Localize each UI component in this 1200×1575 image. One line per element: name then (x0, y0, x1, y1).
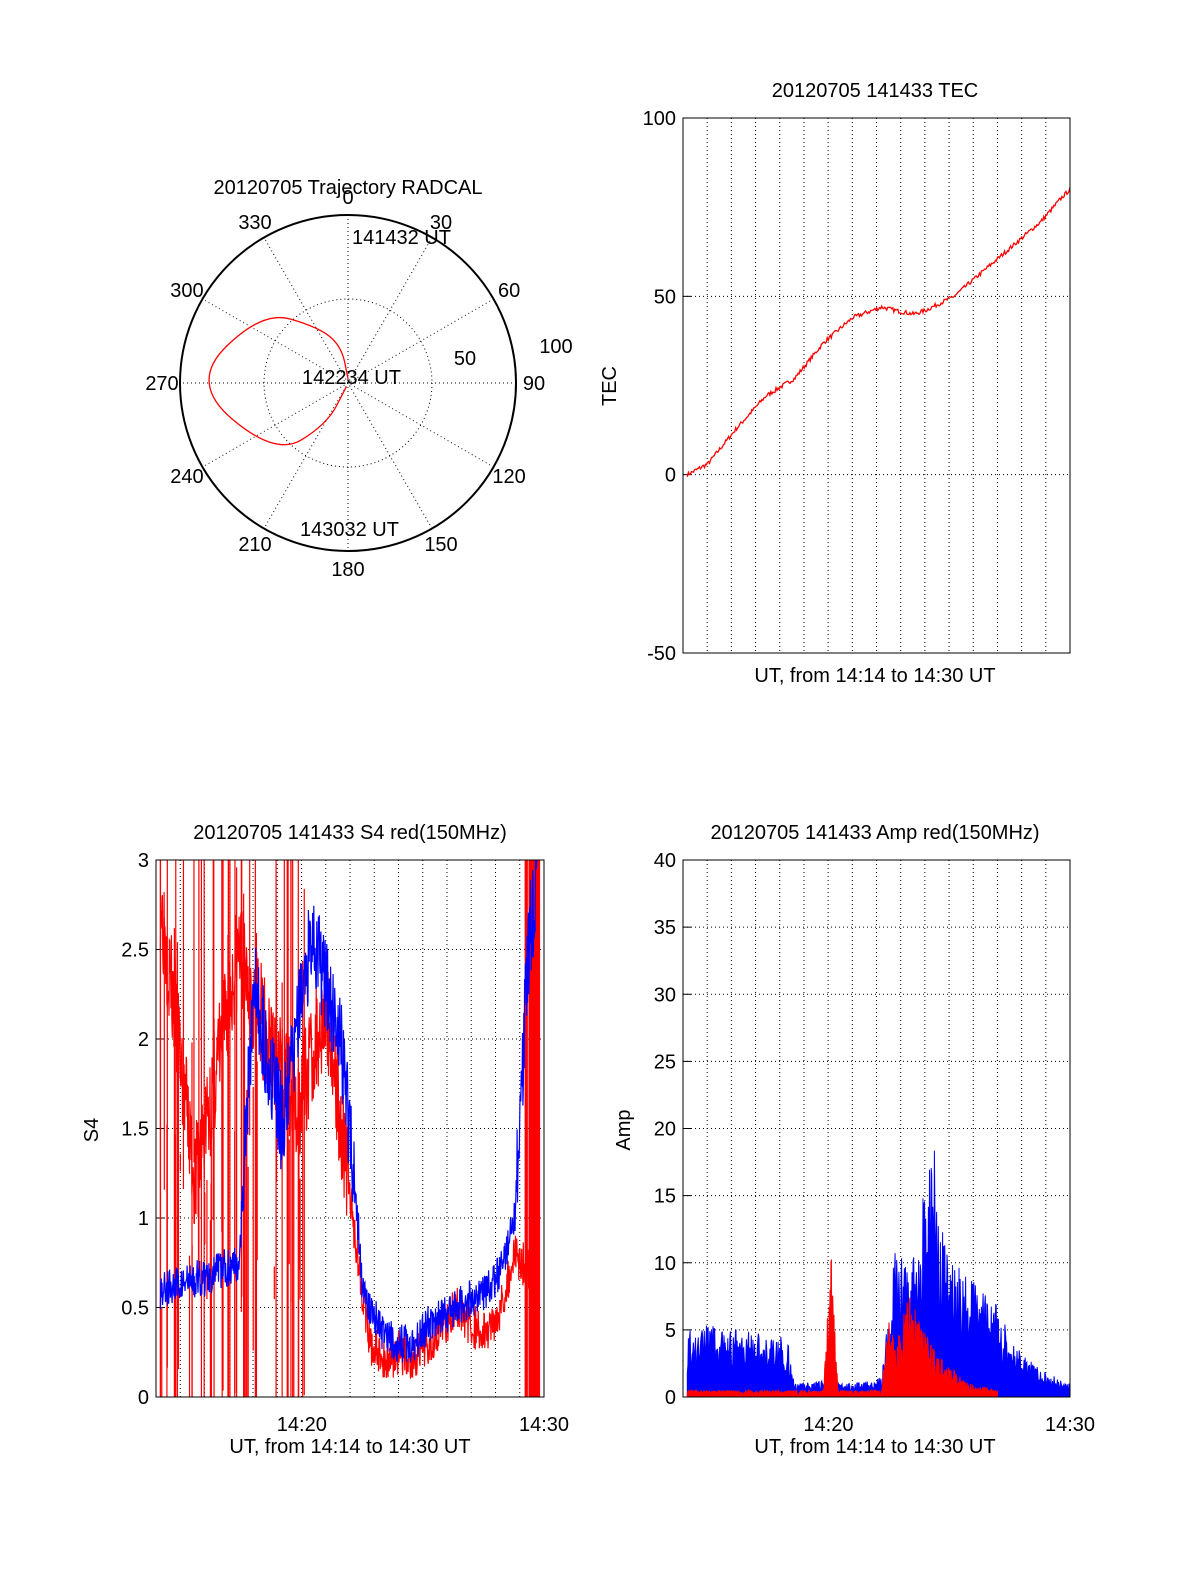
polar-angle-label-120: 120 (492, 466, 525, 488)
amp-red-series-fill (686, 1259, 998, 1398)
tec-x-axis-label: UT, from 14:14 to 14:30 UT (754, 665, 995, 687)
amp-title: 20120705 141433 Amp red(150MHz) (710, 822, 1039, 844)
s4-xtick-label: 14:20 (277, 1414, 327, 1436)
amp-ytick-label: 35 (654, 917, 676, 939)
s4-plot-frame (155, 859, 545, 1398)
s4-ytick-label: 1.5 (121, 1119, 149, 1141)
polar-angle-label-240: 240 (170, 466, 203, 488)
s4-red-series-line (159, 892, 531, 1380)
polar-annotation-start: 141432 UT (352, 227, 451, 249)
amp-ytick-label: 40 (654, 850, 676, 872)
s4-ytick-label: 2 (138, 1029, 149, 1051)
amp-plot-frame (682, 859, 1071, 1398)
tec-y-ticks: -50 0 50 100 (643, 108, 676, 665)
polar-angle-label-150: 150 (424, 534, 457, 556)
amp-ytick-label: 25 (654, 1051, 676, 1073)
polar-radius-label-100: 100 (539, 336, 572, 358)
amp-grid (683, 859, 1070, 1398)
amp-ytick-label: 30 (654, 984, 676, 1006)
amp-ytick-label: 5 (665, 1320, 676, 1342)
tec-ytick-label: -50 (647, 643, 676, 665)
amp-y-axis-label: Amp (613, 1109, 635, 1150)
amp-ytick-label: 0 (665, 1387, 676, 1409)
s4-x-ticks: 14:20 14:30 (277, 1414, 569, 1436)
tec-ytick-label: 50 (654, 286, 676, 308)
tec-title: 20120705 141433 TEC (772, 80, 978, 102)
tec-series-line (686, 187, 1071, 477)
tec-plot-frame (682, 117, 1071, 654)
s4-ytick-label: 0 (138, 1387, 149, 1409)
tec-y-axis-label: TEC (599, 366, 621, 406)
s4-ytick-label: 1 (138, 1208, 149, 1230)
amp-y-ticks: 0 5 10 15 20 25 30 35 40 (654, 850, 676, 1409)
polar-spoke-150 (263, 237, 433, 529)
polar-angle-labels: 0 30 60 90 120 150 180 210 240 270 300 330 (145, 187, 545, 581)
amp-blue-series-fill (686, 1150, 1071, 1398)
polar-angle-label-60: 60 (498, 280, 520, 302)
tec-ytick-label: 0 (665, 465, 676, 487)
polar-angle-label-300: 300 (170, 280, 203, 302)
amp-x-axis-label: UT, from 14:14 to 14:30 UT (754, 1436, 995, 1458)
s4-title: 20120705 141433 S4 red(150MHz) (193, 822, 507, 844)
s4-chart: 20120705 141433 S4 red(150MHz) 0 0.5 1 1.5 2… (81, 822, 569, 1458)
amp-ytick-label: 15 (654, 1186, 676, 1208)
amp-x-ticks: 14:20 14:30 (803, 1414, 1095, 1436)
polar-radius-label-50: 50 (454, 348, 476, 370)
polar-angle-label-90: 90 (523, 373, 545, 395)
s4-y-axis-label: S4 (81, 1118, 103, 1142)
polar-angle-label-210: 210 (238, 534, 271, 556)
polar-angle-label-30: 30 (430, 212, 452, 234)
tec-ytick-label: 100 (643, 108, 676, 130)
s4-ytick-label: 0.5 (121, 1298, 149, 1320)
amp-xtick-label: 14:20 (803, 1414, 853, 1436)
polar-spokes (180, 215, 516, 551)
s4-xtick-label: 14:30 (519, 1414, 569, 1436)
s4-ytick-label: 3 (138, 850, 149, 872)
s4-y-ticks: 0 0.5 1 1.5 2 2.5 3 (121, 850, 149, 1409)
polar-annotation-mid: 142234 UT (302, 367, 401, 389)
s4-ytick-label: 2.5 (121, 940, 149, 962)
amp-ytick-label: 10 (654, 1253, 676, 1275)
polar-angle-label-0: 0 (342, 187, 353, 209)
polar-trajectory-chart: 20120705 Trajectory RADCAL 0 30 60 90 120 150… (145, 177, 572, 581)
tec-grid (683, 117, 1070, 654)
s4-x-axis-label: UT, from 14:14 to 14:30 UT (229, 1436, 470, 1458)
polar-angle-label-330: 330 (238, 212, 271, 234)
s4-blue-series-line (159, 859, 538, 1363)
tec-chart: 20120705 141433 TEC -50 0 50 100 UT, from 1… (599, 80, 1071, 687)
amp-chart: 20120705 141433 Amp red(150MHz) 0 5 10 15 20… (613, 822, 1095, 1458)
polar-angle-label-180: 180 (331, 559, 364, 581)
polar-angle-label-270: 270 (145, 373, 178, 395)
amp-ytick-label: 20 (654, 1119, 676, 1141)
polar-trajectory-line (208, 316, 349, 446)
amp-xtick-label: 14:30 (1045, 1414, 1095, 1436)
polar-title: 20120705 Trajectory RADCAL (213, 177, 482, 199)
polar-annotation-end: 143032 UT (300, 519, 399, 541)
